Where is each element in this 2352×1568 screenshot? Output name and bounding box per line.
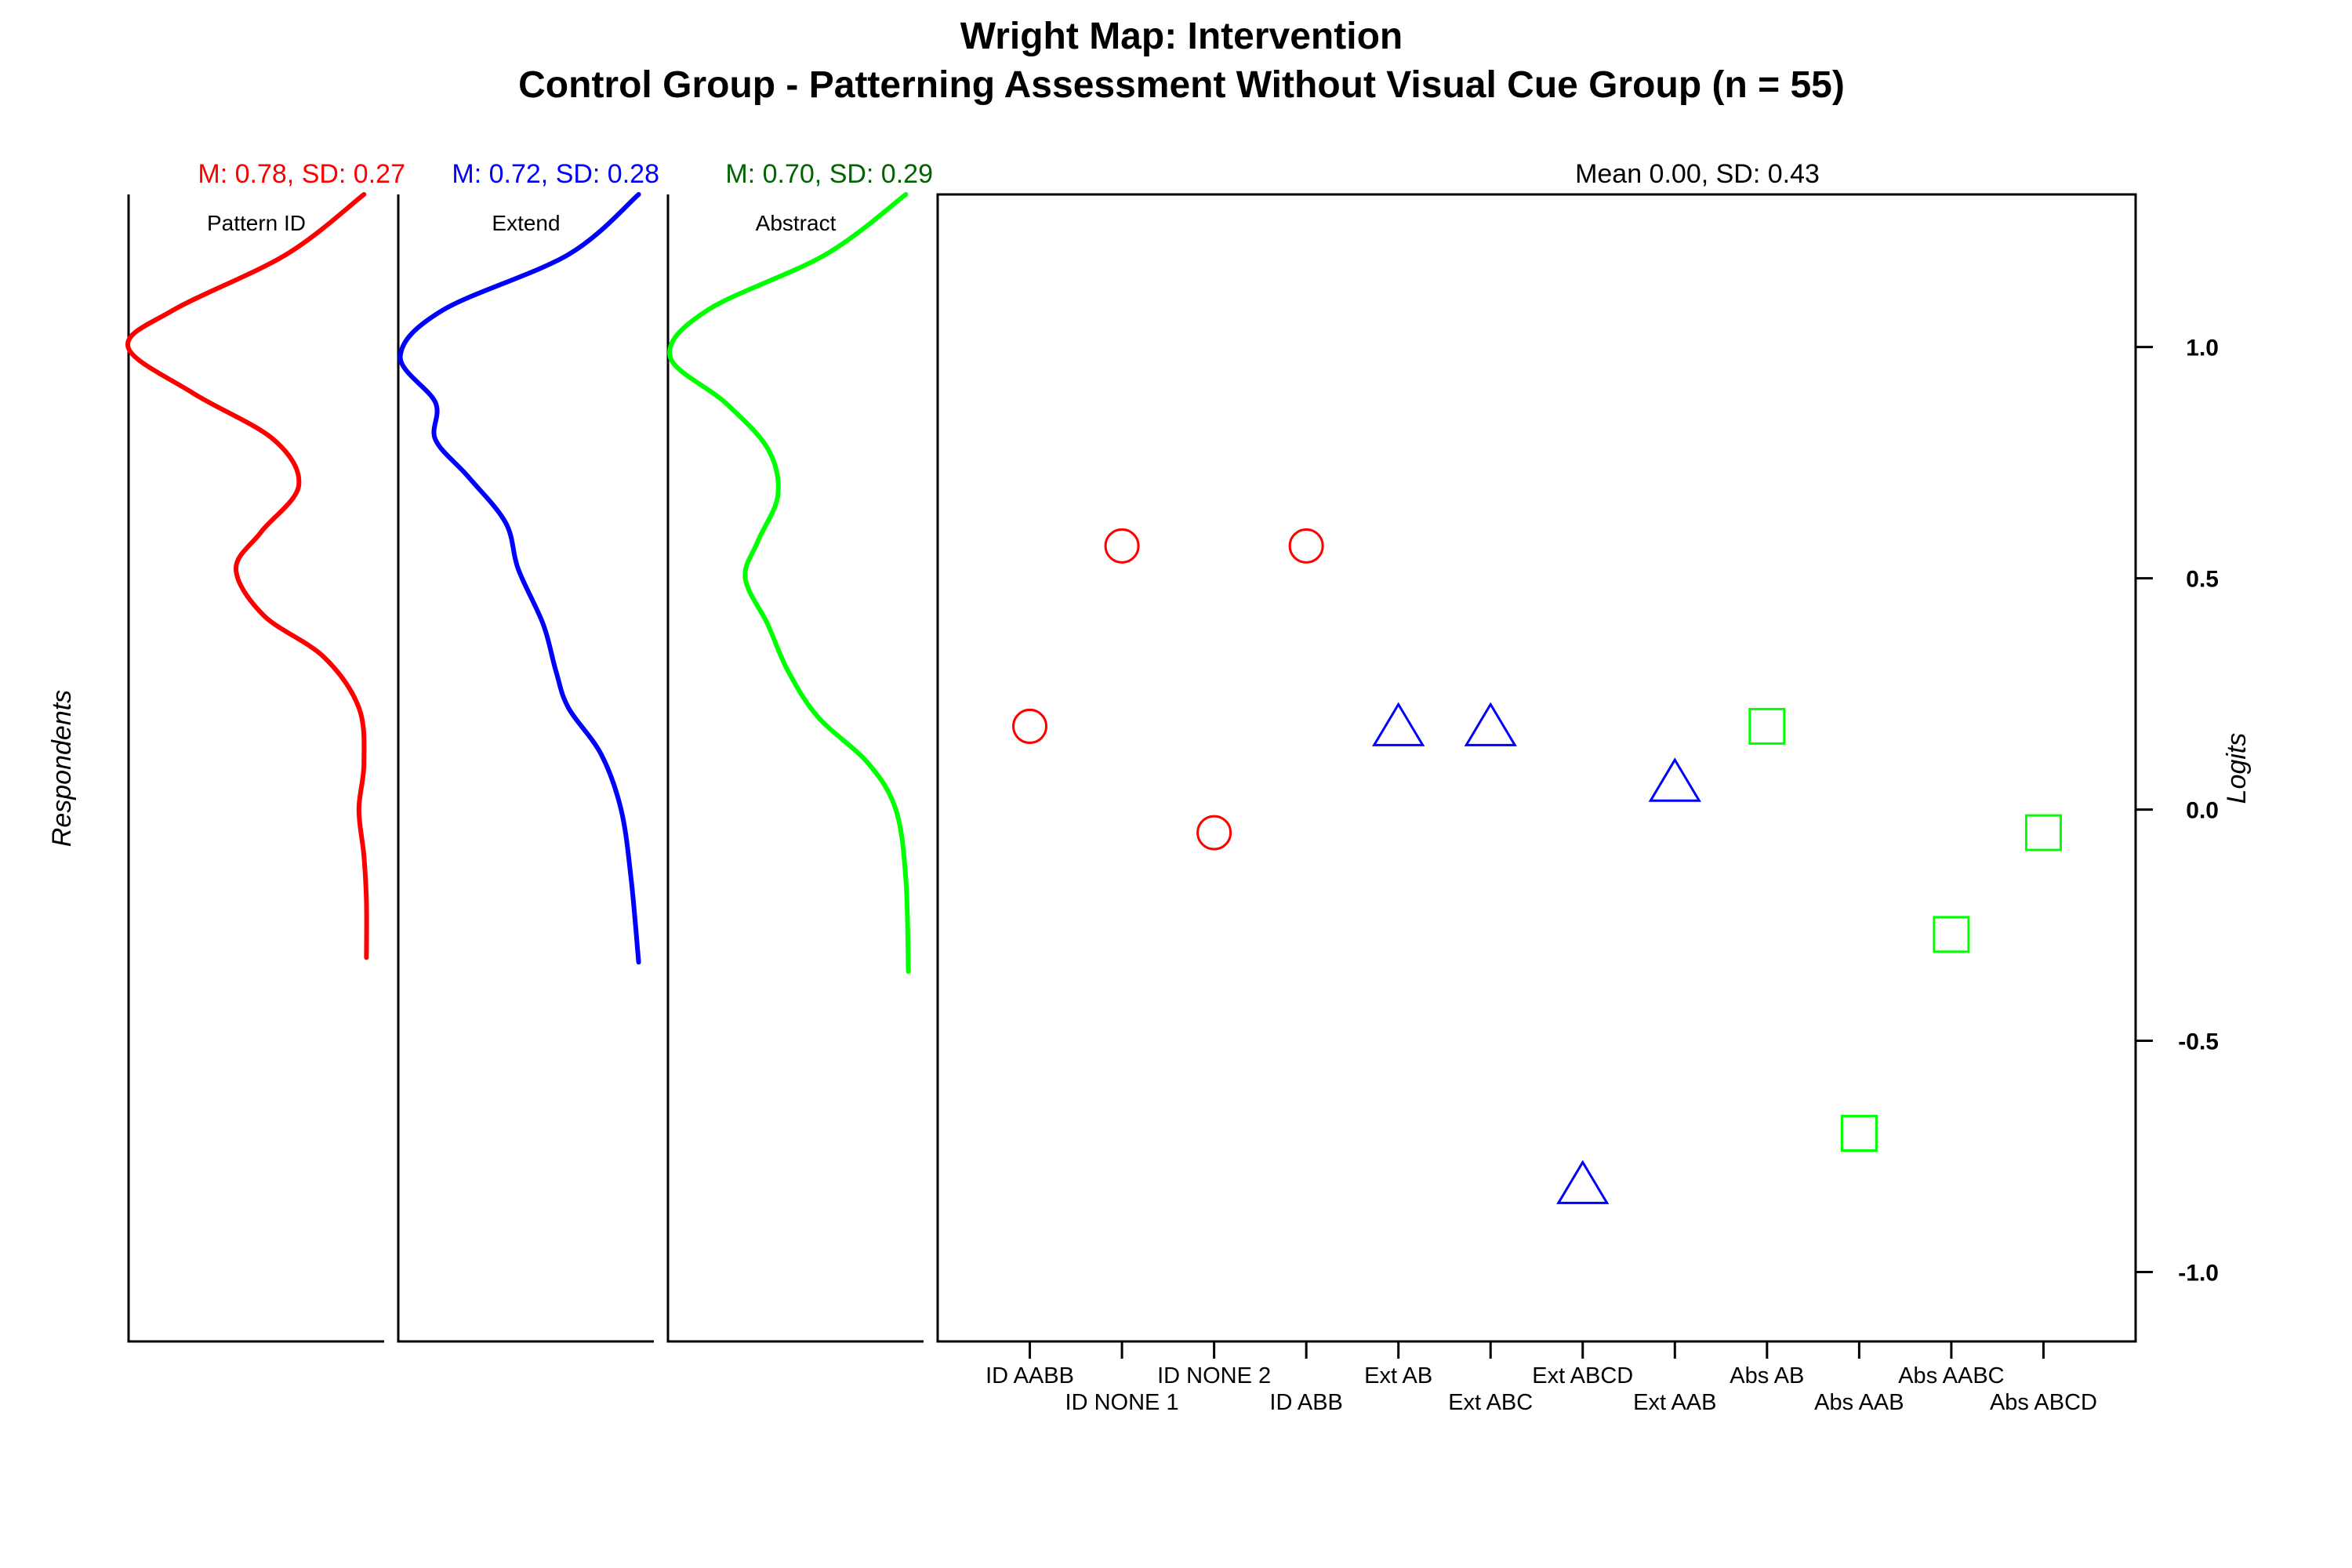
- respondent-panels: Pattern ID M: 0.78, SD: 0.27 Extend M: 0.72…: [125, 159, 933, 1343]
- y-tick-label: 1.0: [2186, 336, 2219, 361]
- item-marker-abs-ab: [1748, 707, 1786, 745]
- panel-frame: [127, 194, 384, 1343]
- panel-frame: [666, 194, 924, 1343]
- item-plot-frame: [936, 193, 2137, 1343]
- panel-extend: Extend M: 0.72, SD: 0.28: [397, 159, 659, 1343]
- x-tick-label: Ext ABC: [1448, 1390, 1533, 1415]
- item-marker-ext-abcd: [1556, 1160, 1610, 1204]
- respondents-axis-title: Respondents: [47, 690, 77, 847]
- logits-axis-title: Logits: [2222, 733, 2252, 804]
- item-marker-id-none-2: [1196, 815, 1232, 851]
- logit-axis: 1.0 0.5 0.0 -0.5 -1.0: [2136, 336, 2219, 1287]
- x-tick-label: ID NONE 1: [1065, 1390, 1179, 1415]
- y-tick-label: 0.5: [2186, 567, 2219, 593]
- x-tick-label: Ext ABCD: [1532, 1363, 1633, 1388]
- item-marker-abs-aab: [1840, 1115, 1878, 1152]
- panel-abstract: Abstract M: 0.70, SD: 0.29: [666, 159, 933, 1343]
- density-curve-extend: [397, 192, 641, 965]
- chart-subtitle: Control Group - Patterning Assessment Wi…: [518, 64, 1845, 106]
- y-tick-label: -1.0: [2178, 1261, 2219, 1287]
- x-tick-label: ID NONE 2: [1157, 1363, 1271, 1388]
- item-markers: [1012, 528, 2062, 1204]
- item-marker-ext-aab: [1648, 757, 1701, 802]
- x-tick-label: ID ABB: [1269, 1390, 1343, 1415]
- chart-title: Wright Map: Intervention: [960, 16, 1403, 57]
- density-curve-pattern-id: [125, 192, 369, 960]
- y-tick-label: -0.5: [2178, 1029, 2219, 1055]
- item-stats: Mean 0.00, SD: 0.43: [1575, 159, 1820, 189]
- x-tick-label: ID AABB: [985, 1363, 1074, 1388]
- item-marker-abs-aabc: [1933, 916, 1970, 953]
- x-tick-label: Ext AB: [1364, 1363, 1432, 1388]
- item-marker-id-abb: [1288, 528, 1324, 564]
- item-marker-abs-abcd: [2024, 814, 2062, 851]
- panel-label: Abstract: [756, 211, 837, 235]
- x-tick-label: Abs AABC: [1898, 1363, 2004, 1388]
- panel-stats: M: 0.78, SD: 0.27: [198, 159, 405, 189]
- panel-pattern-id: Pattern ID M: 0.78, SD: 0.27: [125, 159, 405, 1343]
- x-tick-label: Abs ABCD: [1990, 1390, 2097, 1415]
- panel-label: Extend: [492, 211, 560, 235]
- panel-stats: M: 0.70, SD: 0.29: [725, 159, 933, 189]
- item-marker-ext-abc: [1464, 702, 1517, 746]
- item-marker-id-aabb: [1012, 708, 1048, 744]
- item-marker-ext-ab: [1372, 702, 1425, 746]
- density-curve-abstract: [667, 192, 911, 975]
- panel-label: Pattern ID: [207, 211, 306, 235]
- y-tick-label: 0.0: [2186, 798, 2219, 824]
- x-tick-label: Ext AAB: [1633, 1390, 1716, 1415]
- x-tick-label: Abs AB: [1730, 1363, 1804, 1388]
- item-marker-id-none-1: [1104, 528, 1140, 564]
- x-tick-label: Abs AAB: [1814, 1390, 1904, 1415]
- panel-frame: [397, 194, 654, 1343]
- panel-stats: M: 0.72, SD: 0.28: [452, 159, 659, 189]
